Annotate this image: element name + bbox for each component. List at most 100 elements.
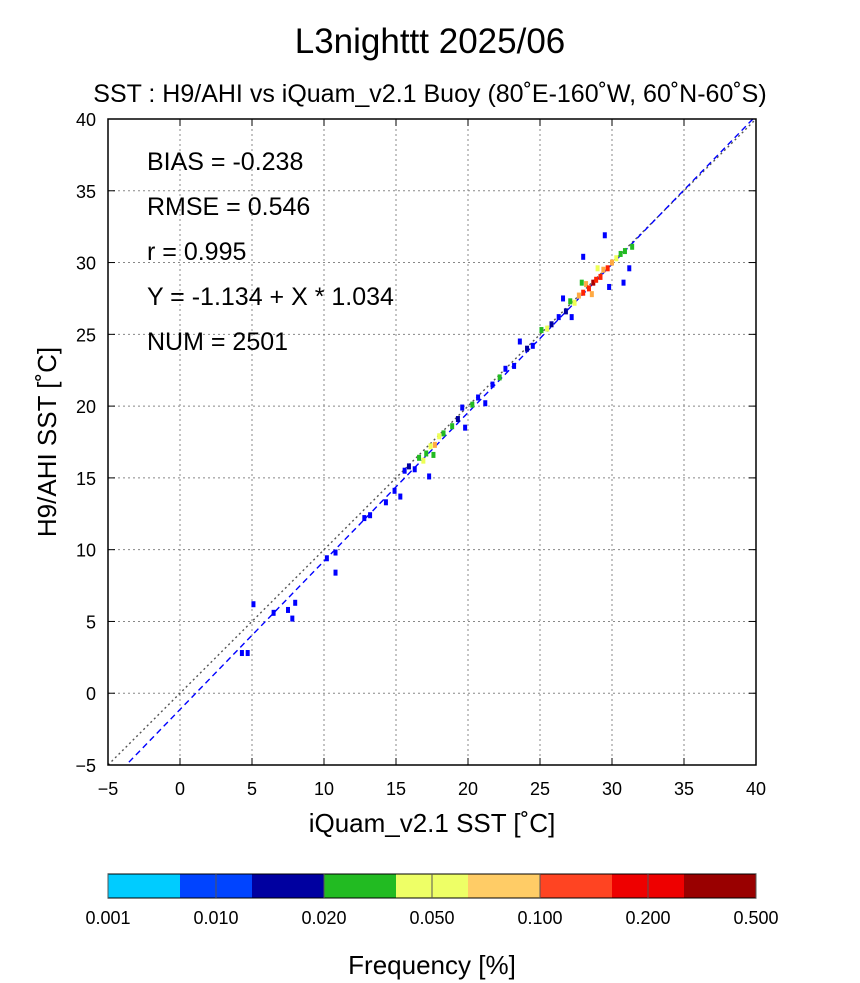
- density-point: [584, 281, 589, 288]
- density-point: [586, 285, 591, 292]
- density-point: [245, 650, 250, 657]
- stat-line: NUM = 2501: [147, 328, 288, 356]
- colorbar-tick-label: 0.050: [409, 908, 454, 928]
- density-point: [271, 609, 276, 616]
- density-point: [614, 255, 619, 262]
- grid-lines: [108, 119, 756, 765]
- colorbar-segments: [108, 874, 757, 898]
- stat-line: r = 0.995: [147, 238, 246, 266]
- density-point: [432, 441, 437, 448]
- colorbar: 0.001 0.010 0.020 0.050 0.100 0.200 0.500 Freq…: [85, 873, 779, 980]
- y-tick-label: 35: [76, 182, 96, 202]
- density-point: [602, 232, 607, 239]
- density-point: [239, 650, 244, 657]
- density-point: [417, 454, 422, 461]
- density-point: [470, 401, 475, 408]
- density-point: [607, 283, 612, 290]
- colorbar-segment: [324, 874, 397, 898]
- density-point: [621, 279, 626, 286]
- density-point: [290, 615, 295, 622]
- colorbar-tick-label: 0.100: [517, 908, 562, 928]
- density-point: [589, 291, 594, 298]
- density-point: [392, 487, 397, 494]
- x-tick-label: 35: [674, 779, 694, 799]
- colorbar-tick-label: 0.010: [193, 908, 238, 928]
- chart-subtitle: SST : H9/AHI vs iQuam_v2.1 Buoy (80˚E-16…: [93, 80, 767, 108]
- density-point: [539, 327, 544, 334]
- density-point: [483, 400, 488, 407]
- density-point: [598, 273, 603, 280]
- density-point: [605, 265, 610, 272]
- density-point: [581, 289, 586, 296]
- density-point: [576, 292, 581, 299]
- density-point: [362, 515, 367, 522]
- colorbar-segment: [540, 874, 613, 898]
- density-point: [490, 381, 495, 388]
- density-point: [368, 512, 373, 519]
- density-point: [333, 549, 338, 556]
- density-point: [455, 416, 460, 423]
- density-point: [627, 265, 632, 272]
- density-point: [525, 345, 530, 352]
- density-point: [579, 279, 584, 286]
- density-point: [517, 338, 522, 345]
- density-point: [450, 423, 455, 430]
- density-point: [441, 430, 446, 437]
- density-point: [594, 276, 599, 283]
- y-tick-label: 25: [76, 325, 96, 345]
- density-point: [556, 314, 561, 321]
- x-tick-label: −5: [98, 779, 119, 799]
- axis-ticks: [107, 118, 757, 766]
- chart-title: L3nighttt 2025/06: [294, 22, 566, 61]
- x-tick-label: 40: [746, 779, 766, 799]
- colorbar-segment: [468, 874, 541, 898]
- density-point: [622, 248, 627, 255]
- density-point: [293, 599, 298, 606]
- density-point: [406, 463, 411, 470]
- density-point: [421, 457, 426, 464]
- x-tick-label: 25: [530, 779, 550, 799]
- y-tick-labels: −5 0 5 10 15 20 25 30 35 40: [75, 110, 96, 776]
- density-point: [549, 321, 554, 328]
- density-point: [383, 499, 388, 506]
- y-tick-label: 15: [76, 469, 96, 489]
- statistics-box: BIAS = -0.238 RMSE = 0.546 r = 0.995 Y = -1…: [147, 148, 394, 356]
- density-point: [601, 266, 606, 273]
- density-point: [251, 601, 256, 608]
- y-tick-label: 30: [76, 254, 96, 274]
- density-point: [545, 325, 550, 332]
- y-tick-label: 5: [86, 612, 96, 632]
- x-tick-label: 15: [386, 779, 406, 799]
- density-point: [463, 424, 468, 431]
- density-point: [412, 466, 417, 473]
- density-point: [460, 404, 465, 411]
- density-point: [428, 443, 433, 450]
- x-tick-label: 30: [602, 779, 622, 799]
- density-point: [431, 451, 436, 458]
- colorbar-segment: [252, 874, 325, 898]
- colorbar-tick-label: 0.001: [85, 908, 130, 928]
- density-point: [424, 450, 429, 457]
- density-point: [630, 243, 635, 250]
- colorbar-segment: [108, 874, 181, 898]
- colorbar-label: Frequency [%]: [348, 950, 516, 980]
- density-point: [476, 394, 481, 401]
- y-tick-label: 10: [76, 541, 96, 561]
- stat-line: Y = -1.134 + X * 1.034: [147, 283, 394, 311]
- density-point: [333, 569, 338, 576]
- density-point: [581, 253, 586, 260]
- density-point: [286, 606, 290, 613]
- density-points: [239, 232, 635, 657]
- density-point: [561, 295, 566, 302]
- stat-line: BIAS = -0.238: [147, 148, 303, 176]
- density-point: [512, 362, 517, 369]
- density-point: [497, 374, 502, 381]
- density-point: [437, 433, 442, 440]
- density-point: [572, 299, 577, 306]
- stat-line: RMSE = 0.546: [147, 193, 310, 221]
- regression-line: [125, 119, 754, 765]
- density-point: [324, 555, 329, 562]
- colorbar-segment: [684, 874, 757, 898]
- density-point: [402, 467, 407, 474]
- density-point: [568, 298, 573, 305]
